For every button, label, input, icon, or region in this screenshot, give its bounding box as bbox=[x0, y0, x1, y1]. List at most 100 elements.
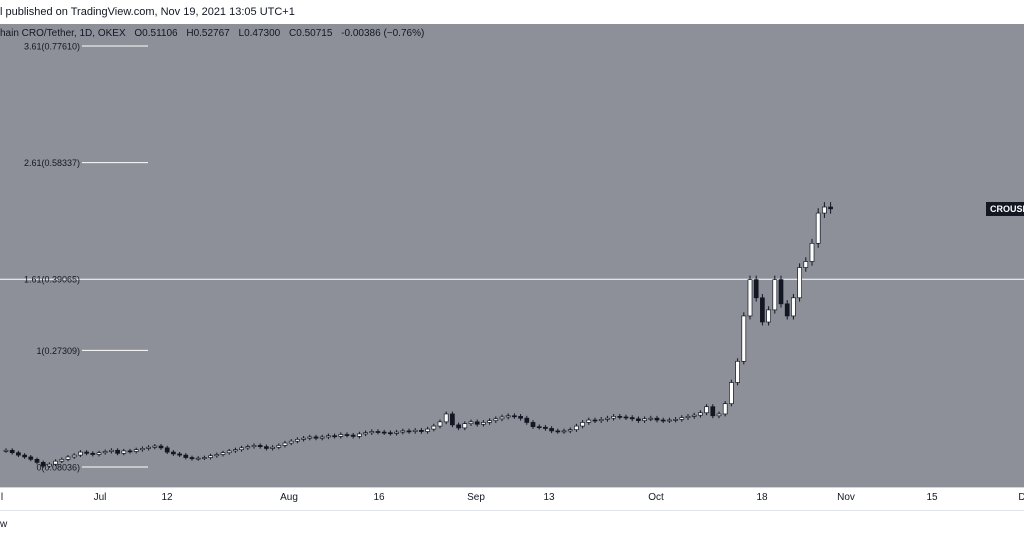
chart-pane[interactable]: hain CRO/Tether, 1D, OKEX O0.51106 H0.52… bbox=[0, 24, 1024, 487]
candle bbox=[803, 257, 809, 272]
candle bbox=[729, 379, 734, 407]
candle-body bbox=[636, 418, 641, 421]
candle-body bbox=[158, 445, 164, 449]
candle-body bbox=[220, 452, 226, 455]
candle bbox=[3, 448, 9, 453]
candle bbox=[760, 293, 765, 326]
candle bbox=[84, 450, 89, 456]
fib-level-label: 2.61(0.58337) bbox=[24, 158, 80, 168]
candle bbox=[493, 416, 499, 423]
candle-body bbox=[691, 414, 697, 417]
time-axis-tick: 18 bbox=[756, 492, 768, 503]
candle bbox=[313, 434, 319, 441]
candle bbox=[40, 460, 46, 468]
candle-body bbox=[394, 431, 399, 434]
candle bbox=[375, 429, 381, 435]
candle-body bbox=[803, 261, 809, 268]
candle-body bbox=[171, 451, 176, 455]
candle-body bbox=[822, 206, 827, 214]
candle bbox=[270, 445, 275, 451]
candle-body bbox=[245, 446, 251, 449]
candle-body bbox=[282, 442, 288, 446]
candle-body bbox=[716, 413, 722, 417]
ohlc-change: -0.00386 (−0.76%) bbox=[341, 28, 425, 39]
candle bbox=[189, 455, 195, 461]
candle-body bbox=[363, 432, 368, 435]
candle-body bbox=[47, 463, 52, 467]
candle-body bbox=[226, 450, 232, 454]
candle-body bbox=[605, 417, 610, 420]
candle bbox=[481, 420, 486, 427]
candle bbox=[766, 306, 771, 326]
candle bbox=[59, 457, 65, 464]
candle-body bbox=[623, 416, 629, 419]
candle-body bbox=[530, 422, 536, 428]
time-axis-tick: 13 bbox=[543, 492, 555, 503]
candle bbox=[660, 417, 666, 423]
time-axis[interactable]: l Jul 12 Aug 16 Sep 13 Oct 18 Nov 15 D bbox=[0, 487, 1024, 510]
candle bbox=[282, 440, 288, 448]
footer-bar: w bbox=[0, 510, 1024, 539]
candle bbox=[226, 448, 232, 455]
price-axis-tag: CROUSD bbox=[986, 201, 1024, 216]
candle bbox=[16, 450, 21, 458]
candle bbox=[338, 432, 344, 439]
candle bbox=[505, 413, 511, 420]
candle bbox=[753, 275, 759, 302]
candle-body bbox=[406, 430, 412, 433]
candle-body bbox=[239, 447, 244, 451]
candle bbox=[524, 415, 530, 425]
candle-body bbox=[276, 445, 282, 448]
candle-body bbox=[344, 434, 350, 436]
candle bbox=[102, 449, 108, 455]
candle bbox=[319, 434, 325, 441]
candle-body bbox=[592, 419, 598, 422]
time-axis-tick: D bbox=[1018, 492, 1024, 503]
candle bbox=[214, 452, 220, 458]
candle-body bbox=[487, 420, 492, 423]
candle-body bbox=[555, 430, 561, 433]
candle-body bbox=[561, 430, 567, 433]
candle bbox=[177, 451, 182, 458]
candle bbox=[183, 453, 189, 460]
candle bbox=[295, 437, 300, 444]
candle bbox=[412, 428, 418, 434]
candle bbox=[474, 419, 480, 427]
candle-body bbox=[115, 449, 120, 454]
candle bbox=[605, 415, 610, 422]
candle-body bbox=[22, 454, 27, 458]
candle bbox=[65, 455, 71, 462]
candle bbox=[710, 404, 716, 419]
candle bbox=[127, 448, 133, 454]
candle bbox=[828, 202, 833, 214]
candle-body bbox=[431, 425, 437, 430]
candle-body bbox=[369, 431, 375, 434]
candle-body bbox=[288, 440, 294, 444]
candle-body bbox=[617, 416, 623, 418]
candle bbox=[251, 443, 257, 449]
candle-body bbox=[257, 445, 263, 447]
candle-body bbox=[704, 406, 709, 414]
candle-body bbox=[611, 416, 616, 419]
candle-body bbox=[450, 413, 455, 426]
candle-body bbox=[350, 434, 356, 437]
candle-body bbox=[648, 417, 654, 420]
candle bbox=[90, 451, 96, 457]
candle bbox=[487, 418, 492, 425]
candle bbox=[462, 421, 468, 431]
candle bbox=[741, 312, 747, 365]
time-axis-tick: Oct bbox=[648, 492, 664, 503]
candle-body bbox=[419, 429, 424, 432]
candle-body bbox=[437, 421, 443, 427]
candle bbox=[437, 419, 443, 429]
candle bbox=[667, 417, 672, 423]
candle bbox=[239, 445, 244, 452]
candle bbox=[307, 434, 313, 441]
candle-body bbox=[778, 279, 784, 305]
candle-body bbox=[524, 417, 530, 423]
candle-body bbox=[313, 436, 319, 439]
candle bbox=[735, 358, 740, 386]
fib-level-label: 3.61(0.77610) bbox=[24, 42, 80, 52]
candle bbox=[716, 411, 722, 419]
candle bbox=[456, 422, 461, 431]
